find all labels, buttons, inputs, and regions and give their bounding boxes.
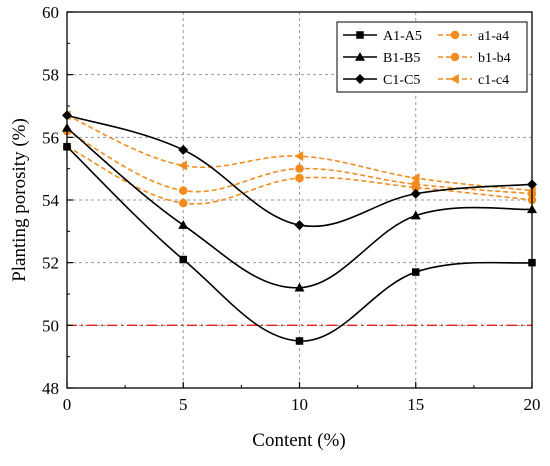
y-tick-label: 52 — [42, 254, 59, 273]
y-tick-label: 58 — [42, 66, 59, 85]
data-point — [411, 180, 420, 189]
data-point — [410, 210, 421, 220]
legend-label: b1-b4 — [478, 51, 511, 66]
y-tick-label: 56 — [42, 128, 59, 147]
data-point — [178, 144, 189, 155]
x-tick-label: 0 — [63, 395, 72, 414]
tick-layer: 0 5 10 15 20 48 50 52 54 56 58 60 — [42, 3, 541, 414]
legend-label: a1-a4 — [478, 29, 509, 44]
data-point — [412, 268, 420, 276]
data-point — [294, 151, 304, 162]
data-point — [178, 220, 189, 229]
legend-marker — [450, 52, 460, 62]
y-tick-label: 60 — [42, 3, 59, 22]
series-b1-b5 — [62, 122, 537, 292]
data-point — [179, 186, 188, 195]
legend-label: B1-B5 — [383, 51, 420, 66]
data-point — [410, 188, 421, 199]
y-tick-label: 48 — [42, 379, 59, 398]
x-axis-title: Content (%) — [252, 430, 345, 451]
data-point — [295, 337, 304, 345]
legend-marker — [450, 30, 460, 40]
y-tick-label: 50 — [42, 316, 59, 335]
y-tick-label: 54 — [42, 191, 60, 210]
x-tick-label: 20 — [524, 395, 541, 414]
legend-marker — [450, 74, 459, 84]
data-point — [294, 282, 305, 292]
series-c1-c4 — [62, 110, 536, 196]
legend-marker — [356, 31, 364, 39]
data-point — [179, 198, 188, 208]
legend: A1-A5 B1-B5 C1-C5 a1-a4 b1-b4 c1-c4 — [336, 21, 528, 93]
legend-marker — [355, 74, 365, 84]
legend-label: C1-C5 — [383, 73, 420, 88]
legend-marker — [355, 52, 365, 61]
x-tick-label: 15 — [407, 395, 424, 414]
data-point — [178, 160, 187, 171]
data-point — [295, 173, 304, 183]
data-point — [295, 164, 304, 173]
data-point — [410, 173, 420, 184]
series-c1-c5 — [62, 110, 537, 231]
legend-label: A1-A5 — [383, 29, 422, 44]
data-point — [294, 220, 305, 231]
legend-label: c1-c4 — [478, 73, 509, 88]
x-tick-label: 5 — [179, 395, 188, 414]
data-point — [179, 255, 187, 264]
x-tick-label: 10 — [291, 395, 308, 414]
y-axis-title: Planting porosity (%) — [9, 118, 30, 282]
